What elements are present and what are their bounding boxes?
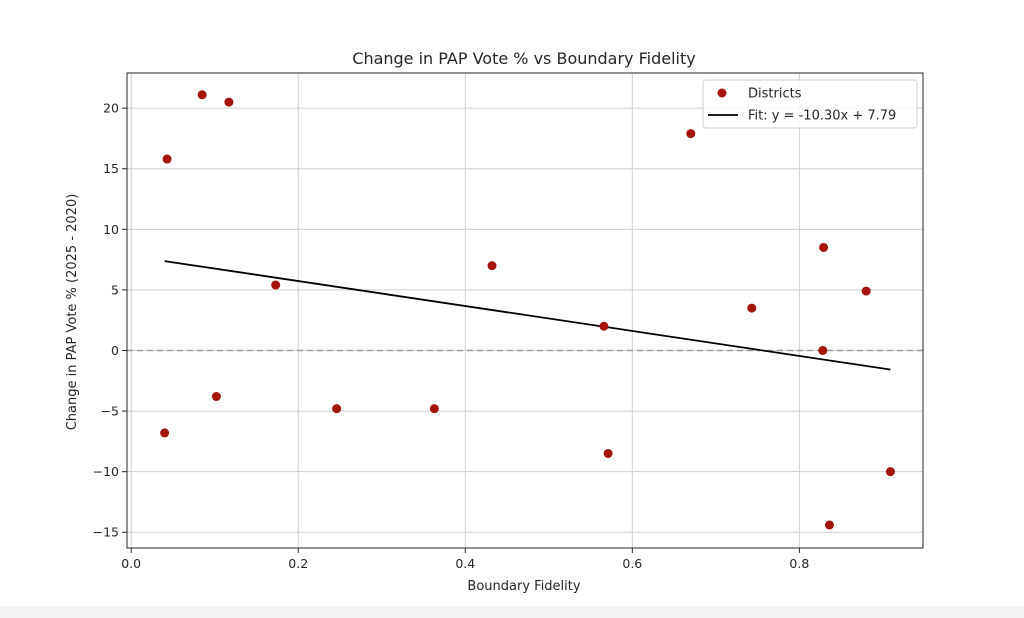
legend-box [702,79,918,129]
district-point [211,392,221,402]
bottom-strip [0,606,1024,618]
y-tick-label: 15 [103,161,119,176]
district-point [160,428,170,438]
y-tick-label: 20 [103,101,119,116]
y-tick-label: 0 [111,343,119,358]
x-tick-label: 0.8 [789,556,809,571]
x-tick-label: 0.2 [288,556,308,571]
y-tick-label: −15 [93,525,119,540]
district-point [271,280,281,290]
district-point [429,404,439,414]
district-point [824,520,834,530]
plot-area-frame [126,72,924,549]
district-point [224,97,234,107]
district-point [885,467,895,477]
y-axis-label: Change in PAP Vote % (2025 - 2020) [65,194,80,431]
x-axis-ticks: 0.0 0.2 0.4 0.6 0.8 [121,548,809,571]
y-tick-label: 10 [103,222,119,237]
legend-label-districts: Districts [748,87,802,102]
fit-line [164,260,891,371]
x-axis-label: Boundary Fidelity [467,579,580,594]
district-point [818,345,828,355]
x-tick-label: 0.4 [455,556,475,571]
x-tick-label: 0.6 [622,556,642,571]
district-point [599,321,609,331]
district-point [686,129,696,139]
y-tick-label: −5 [101,404,119,419]
district-point [603,448,613,458]
x-tick-label: 0.0 [121,556,141,571]
legend: Districts Fit: y = -10.30x + 7.79 [702,79,918,129]
district-point [332,404,342,414]
district-point [747,303,757,313]
y-tick-label: −10 [93,464,119,479]
y-tick-label: 5 [111,282,119,297]
district-point [861,286,871,296]
chart-title: Change in PAP Vote % vs Boundary Fidelit… [352,49,695,68]
district-point [819,242,829,252]
fit-line-layer [164,260,891,371]
district-point [487,261,497,271]
district-point [162,154,172,164]
legend-marker-districts [717,88,727,98]
districts-points [160,90,895,530]
legend-label-fit: Fit: y = -10.30x + 7.79 [748,109,896,124]
district-point [197,90,207,100]
y-axis-ticks: −15 −10 −5 0 5 10 15 20 [93,101,127,540]
